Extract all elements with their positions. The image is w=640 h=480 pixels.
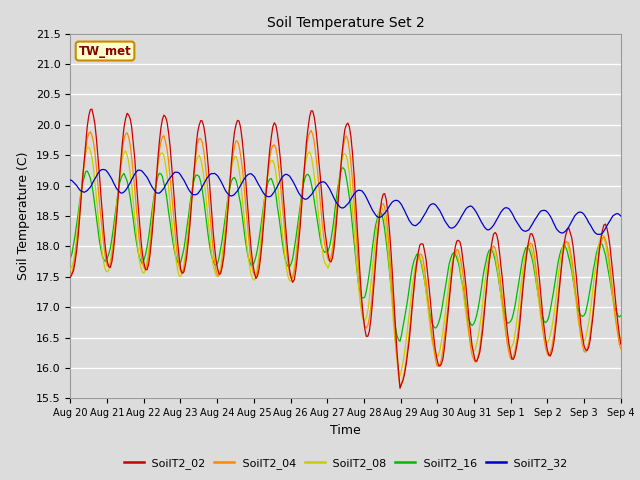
Line: SoilT2_08: SoilT2_08: [70, 147, 621, 376]
SoilT2_04: [67, 272, 74, 277]
SoilT2_16: [339, 165, 347, 171]
Title: Soil Temperature Set 2: Soil Temperature Set 2: [267, 16, 424, 30]
SoilT2_04: [249, 268, 257, 274]
SoilT2_32: [250, 174, 258, 180]
SoilT2_04: [589, 306, 597, 312]
SoilT2_32: [308, 190, 316, 196]
SoilT2_02: [617, 341, 625, 347]
SoilT2_02: [88, 106, 96, 112]
Legend:  SoilT2_02,  SoilT2_04,  SoilT2_08,  SoilT2_16,  SoilT2_32: SoilT2_02, SoilT2_04, SoilT2_08, SoilT2_…: [119, 453, 572, 473]
Text: TW_met: TW_met: [79, 45, 131, 58]
SoilT2_08: [67, 266, 74, 272]
SoilT2_04: [134, 222, 141, 228]
SoilT2_32: [588, 225, 595, 230]
SoilT2_02: [589, 312, 597, 317]
SoilT2_02: [260, 222, 268, 228]
Y-axis label: Soil Temperature (C): Soil Temperature (C): [17, 152, 30, 280]
SoilT2_02: [232, 122, 240, 128]
SoilT2_16: [67, 255, 74, 261]
SoilT2_16: [230, 175, 238, 180]
Line: SoilT2_16: SoilT2_16: [70, 168, 621, 341]
SoilT2_16: [396, 338, 404, 344]
SoilT2_08: [617, 335, 625, 341]
SoilT2_04: [617, 346, 625, 352]
SoilT2_32: [136, 167, 143, 173]
SoilT2_02: [67, 274, 74, 280]
SoilT2_04: [396, 385, 404, 391]
SoilT2_16: [617, 313, 625, 319]
SoilT2_08: [85, 144, 93, 150]
SoilT2_04: [230, 144, 238, 150]
SoilT2_32: [67, 177, 74, 183]
SoilT2_08: [250, 277, 258, 283]
SoilT2_16: [589, 267, 597, 273]
SoilT2_08: [260, 206, 268, 212]
SoilT2_32: [617, 213, 625, 219]
Line: SoilT2_32: SoilT2_32: [70, 169, 621, 234]
SoilT2_08: [232, 154, 240, 159]
SoilT2_16: [249, 262, 257, 268]
SoilT2_04: [307, 128, 315, 133]
SoilT2_02: [136, 218, 143, 224]
SoilT2_04: [308, 131, 316, 137]
SoilT2_32: [99, 167, 106, 172]
X-axis label: Time: Time: [330, 424, 361, 437]
SoilT2_08: [136, 257, 143, 263]
SoilT2_02: [396, 385, 404, 391]
SoilT2_02: [250, 270, 258, 276]
SoilT2_32: [260, 191, 268, 196]
Line: SoilT2_04: SoilT2_04: [70, 131, 621, 388]
SoilT2_32: [232, 190, 240, 195]
SoilT2_08: [589, 284, 597, 290]
SoilT2_16: [134, 247, 141, 253]
SoilT2_08: [308, 161, 316, 167]
SoilT2_08: [396, 373, 404, 379]
SoilT2_32: [594, 231, 602, 237]
SoilT2_16: [307, 180, 315, 186]
SoilT2_04: [258, 233, 266, 239]
SoilT2_02: [308, 108, 316, 114]
Line: SoilT2_02: SoilT2_02: [70, 109, 621, 388]
SoilT2_16: [258, 214, 266, 220]
